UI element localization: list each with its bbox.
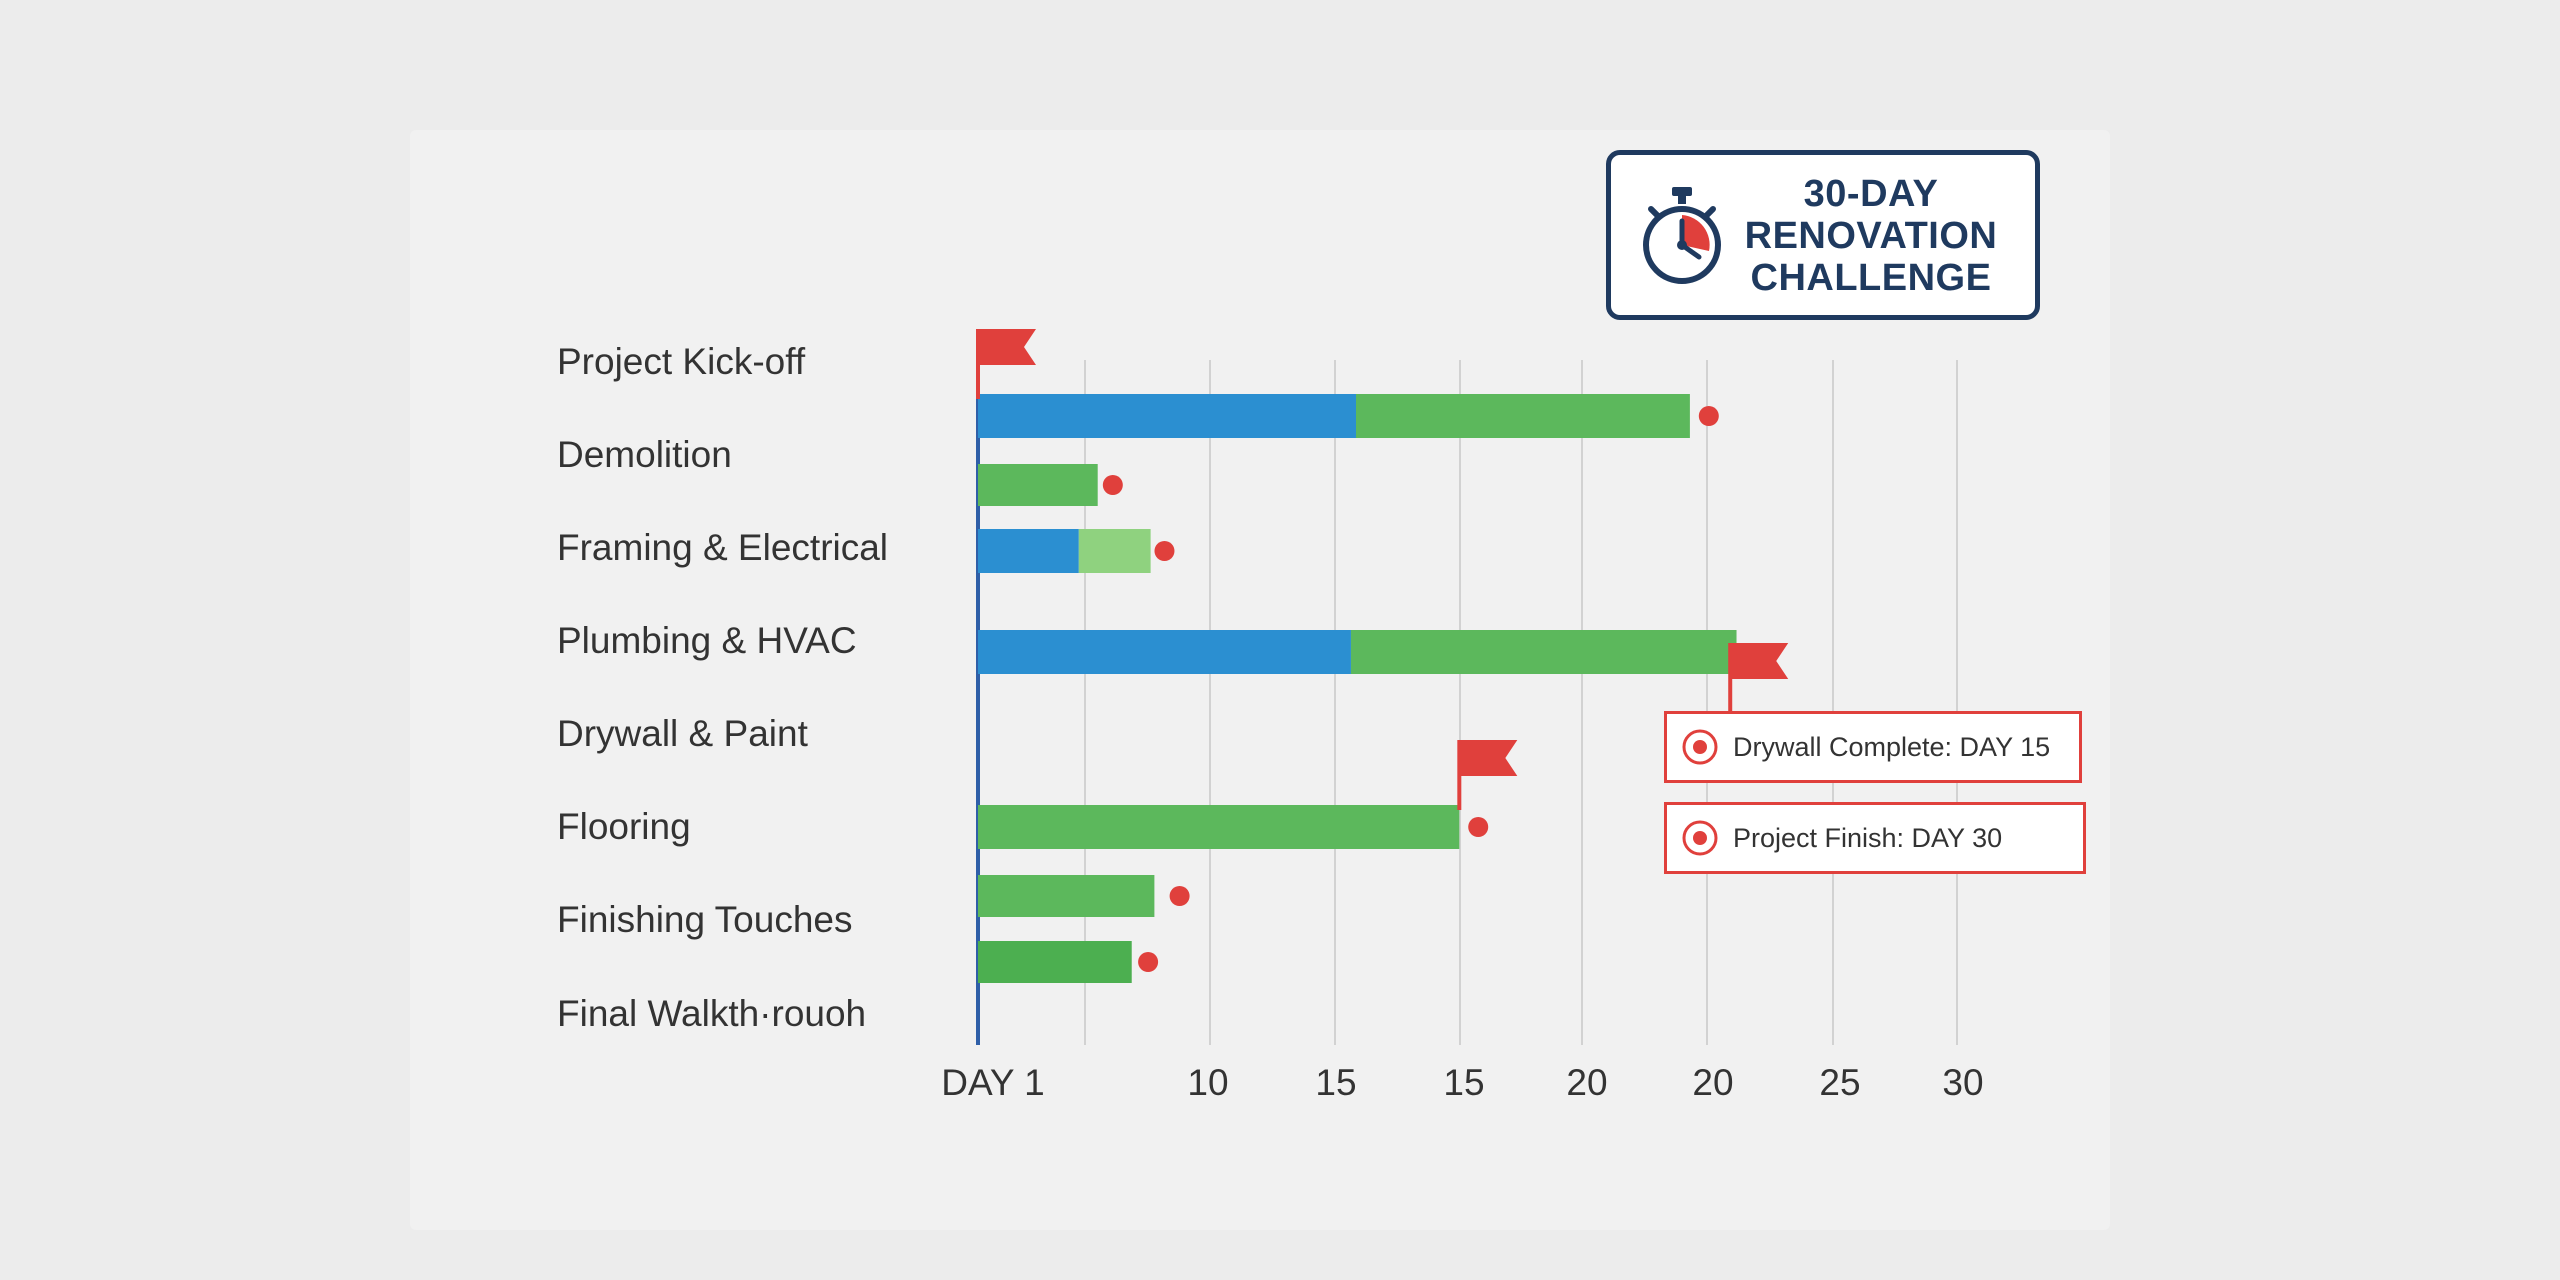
x-tick-label: 20 <box>1566 1062 1607 1103</box>
category-label: Project Kick-off <box>557 341 806 382</box>
category-label: Framing & Electrical <box>557 527 888 568</box>
target-icon <box>1682 729 1718 765</box>
task-bar-segment <box>1350 630 1737 674</box>
task-bar-segment <box>978 529 1079 573</box>
category-label: Demolition <box>557 434 732 475</box>
dot-icon <box>1138 952 1159 972</box>
category-label: Drywall & Paint <box>557 713 809 754</box>
category-label: Flooring <box>557 806 691 847</box>
x-tick-label: 30 <box>1942 1062 1983 1103</box>
flag-icon <box>978 329 1036 365</box>
task-bar-segment <box>978 630 1351 674</box>
category-label: Finishing Touches <box>557 899 853 940</box>
task-bar-segment <box>978 805 1460 849</box>
callout-drywall-complete: Drywall Complete: DAY 15 <box>1664 711 2082 783</box>
task-bar-segment <box>1356 394 1690 438</box>
challenge-title: 30-DAY RENOVATION CHALLENGE <box>1721 173 2021 299</box>
title-line-1: 30-DAY <box>1803 173 1939 215</box>
flag-icon <box>1459 740 1518 776</box>
task-bar-segment <box>978 394 1356 438</box>
x-tick-label: DAY 1 <box>941 1062 1045 1103</box>
x-tick-label: 20 <box>1692 1062 1733 1103</box>
category-label: Final Walkth·rouoh <box>557 993 866 1034</box>
x-tick-label: 15 <box>1443 1062 1484 1103</box>
challenge-title-badge: 30-DAY RENOVATION CHALLENGE <box>1606 150 2040 320</box>
task-bar-segment <box>978 875 1155 917</box>
dot-icon <box>1468 817 1489 837</box>
dot-icon <box>1169 886 1190 906</box>
dot-icon <box>1102 475 1123 495</box>
x-tick-label: 15 <box>1315 1062 1356 1103</box>
title-line-2: RENOVATION <box>1744 215 1998 257</box>
flag-icon <box>1730 643 1789 679</box>
task-bar-segment <box>978 464 1098 506</box>
callout-project-finish: Project Finish: DAY 30 <box>1664 802 2086 874</box>
title-line-3: CHALLENGE <box>1750 257 1992 299</box>
dot-icon <box>1154 541 1175 561</box>
stopwatch-icon <box>1643 187 1721 284</box>
task-bar-segment <box>978 941 1132 983</box>
dot-icon <box>1698 406 1719 426</box>
task-bar-segment <box>1078 529 1151 573</box>
target-icon <box>1682 820 1718 856</box>
category-label: Plumbing & HVAC <box>557 620 857 661</box>
x-tick-label: 25 <box>1819 1062 1860 1103</box>
callout-finish-text: Project Finish: DAY 30 <box>1733 822 2003 853</box>
x-tick-label: 10 <box>1187 1062 1228 1103</box>
callout-drywall-text: Drywall Complete: DAY 15 <box>1733 731 2051 762</box>
